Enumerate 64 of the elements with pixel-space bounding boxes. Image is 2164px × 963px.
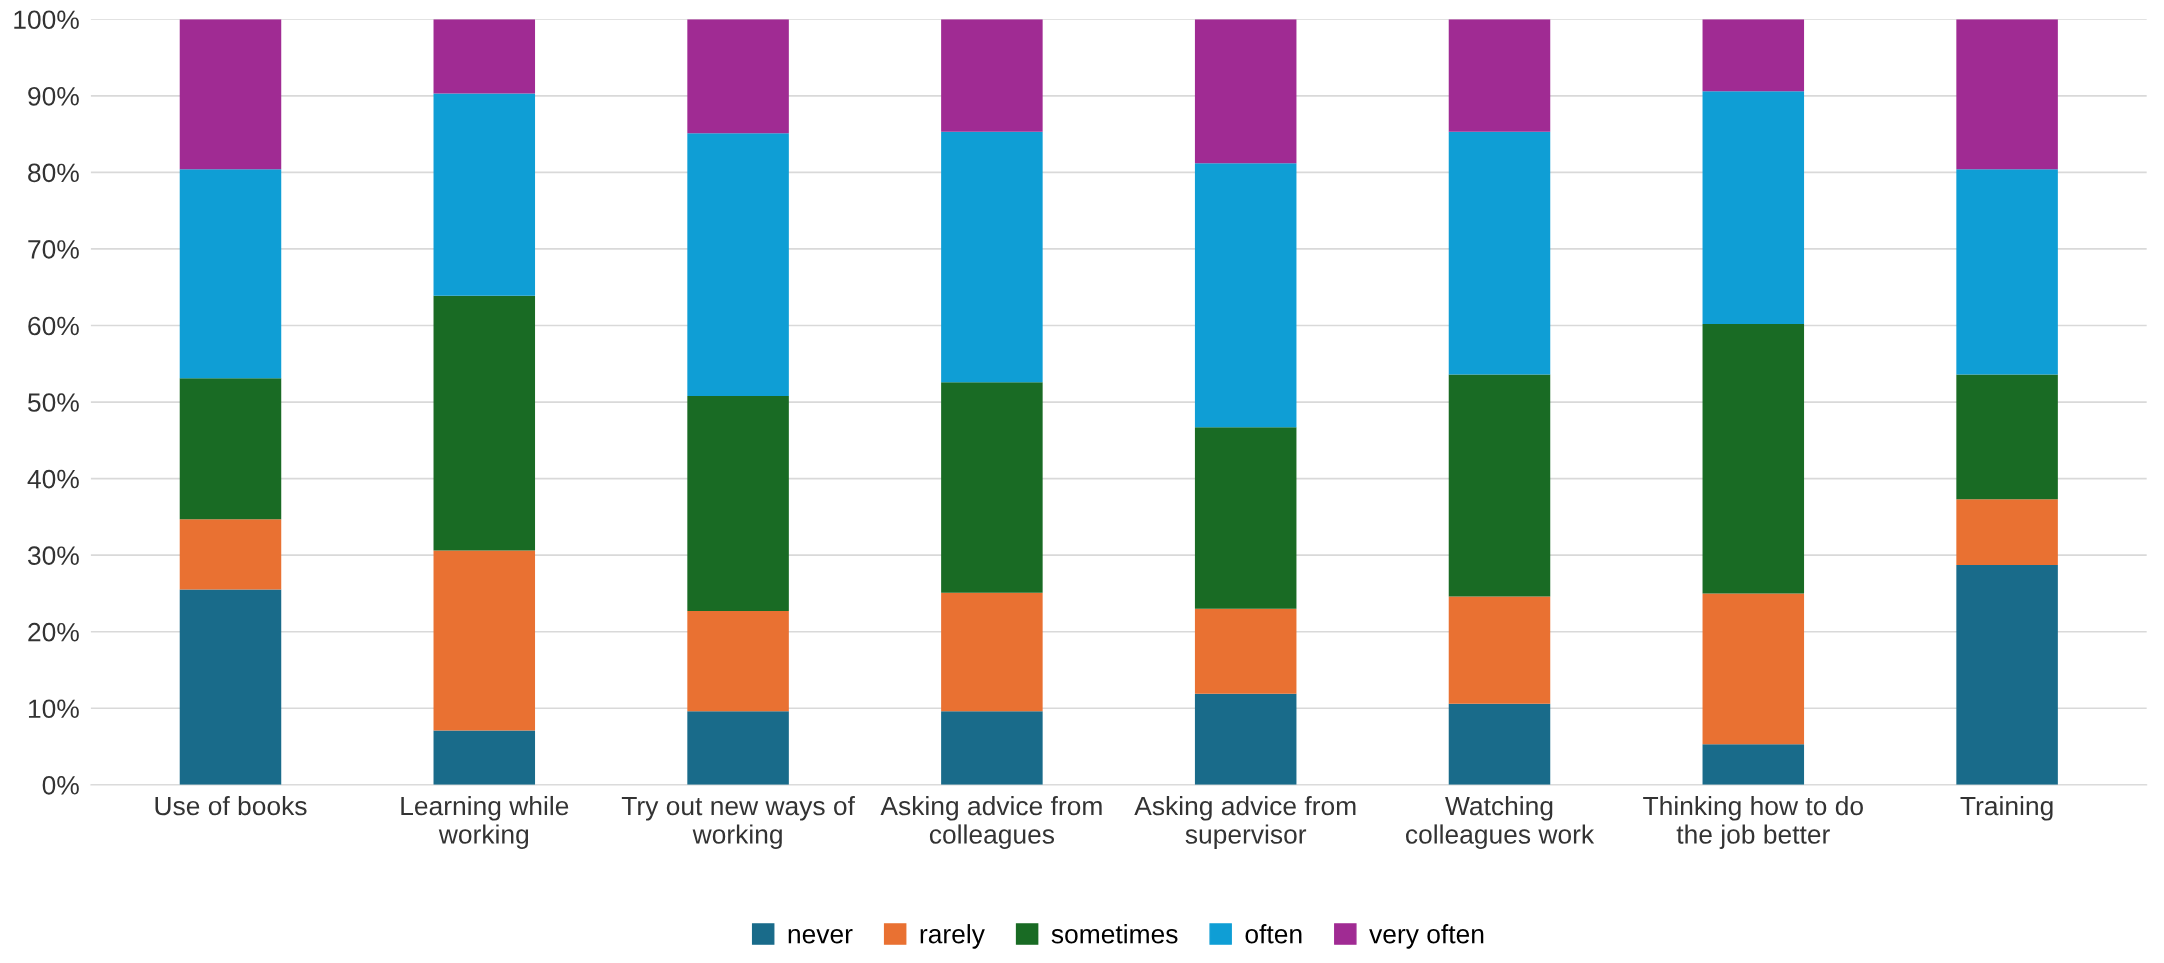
bar xyxy=(1194,427,1297,609)
bar xyxy=(687,611,789,712)
bar xyxy=(1702,744,1805,785)
x-tick-label: Use of books xyxy=(155,795,307,816)
y-tick-label: 100% xyxy=(14,10,79,30)
y-tick-label: 50% xyxy=(28,393,79,412)
x-tick-label: Asking advice from supervisor xyxy=(1134,795,1356,849)
x-tick-label: Thinking how to do the job better xyxy=(1643,795,1863,849)
bar xyxy=(1956,565,2058,785)
bar xyxy=(687,133,789,396)
bar xyxy=(1956,499,2058,566)
x-tick-label: Asking advice from colleagues xyxy=(880,795,1102,849)
bar xyxy=(1194,693,1297,785)
legend-label: very often xyxy=(1369,924,1484,949)
bar xyxy=(1702,19,1805,92)
bar xyxy=(941,711,1043,785)
bar xyxy=(1448,703,1551,785)
legend-label: rarely xyxy=(920,924,985,949)
y-tick-label: 80% xyxy=(28,163,79,183)
bar xyxy=(1702,323,1805,594)
y-tick-label: 0% xyxy=(42,775,79,795)
x-tick-label: Training xyxy=(1960,795,2053,821)
bar xyxy=(179,169,282,379)
bar xyxy=(1448,131,1551,375)
bar xyxy=(433,19,536,94)
x-tick-label: Try out new ways of working xyxy=(621,795,855,849)
bar xyxy=(433,730,536,785)
bar xyxy=(1194,19,1297,164)
bar xyxy=(433,295,536,551)
bar xyxy=(1194,608,1297,694)
bar xyxy=(1956,374,2058,500)
bar xyxy=(1448,374,1551,597)
bar xyxy=(941,592,1043,712)
bar xyxy=(941,131,1043,383)
y-tick-label: 70% xyxy=(28,240,79,259)
legend-label: often xyxy=(1245,924,1302,944)
y-tick-label: 40% xyxy=(27,469,79,489)
bar xyxy=(1702,91,1805,324)
bar xyxy=(179,378,282,520)
y-tick-label: 30% xyxy=(27,546,79,565)
legend-label: never xyxy=(788,928,853,944)
bar xyxy=(941,382,1043,593)
y-tick-label: 10% xyxy=(28,699,79,719)
bar xyxy=(433,93,536,296)
bar xyxy=(941,19,1043,132)
bar xyxy=(687,19,789,134)
bar xyxy=(179,589,282,785)
x-tick-label: Learning while working xyxy=(401,795,569,849)
bar xyxy=(1956,169,2058,375)
bar xyxy=(687,711,789,785)
bar xyxy=(1448,19,1551,132)
bar xyxy=(433,550,536,731)
bar xyxy=(179,19,282,170)
bar xyxy=(1194,163,1297,428)
y-tick-label: 90% xyxy=(28,86,79,106)
bar xyxy=(687,395,789,612)
bar xyxy=(179,519,282,590)
bar xyxy=(1702,593,1805,745)
y-tick-label: 20% xyxy=(28,622,79,642)
legend-label: sometimes xyxy=(1051,924,1178,944)
x-tick-label: Watching colleagues work xyxy=(1406,795,1595,849)
y-tick-label: 60% xyxy=(28,316,79,336)
bar xyxy=(1956,19,2058,170)
bar xyxy=(1448,596,1551,704)
